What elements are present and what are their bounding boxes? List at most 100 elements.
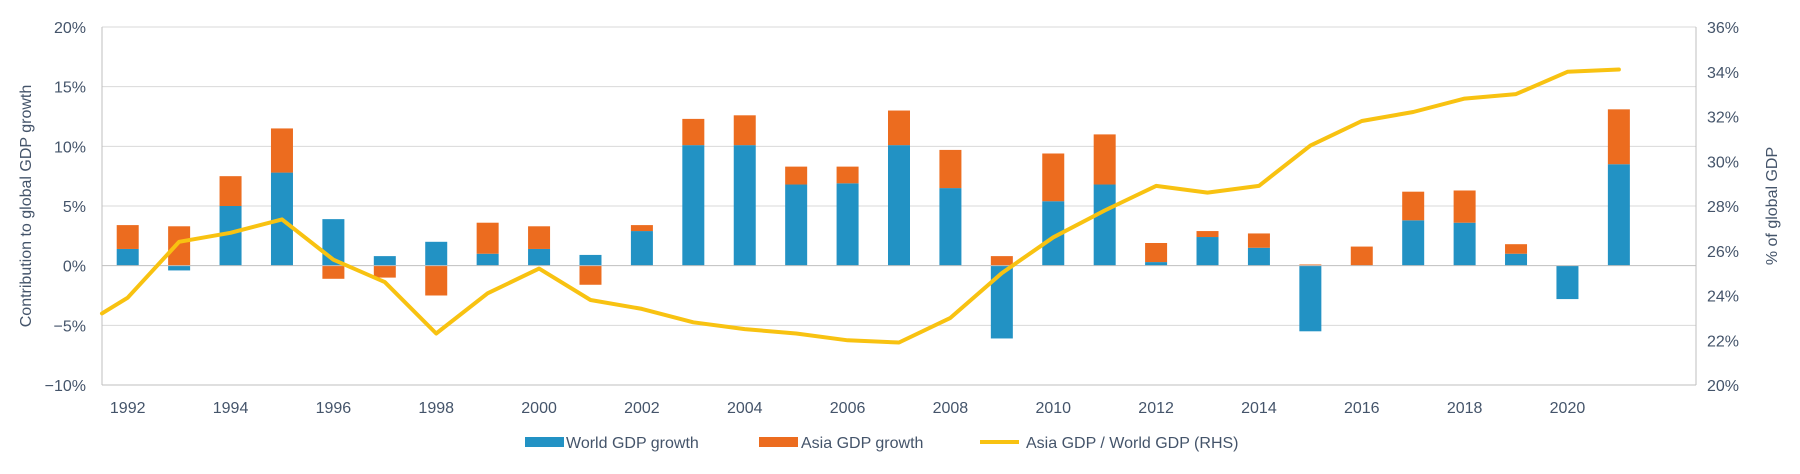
bar-world-2007 <box>888 145 910 266</box>
bar-asia-2018 <box>1453 190 1476 223</box>
bar-world-2021 <box>1607 164 1630 266</box>
y-tick-label: 15% <box>54 80 86 97</box>
bar-asia-1997 <box>373 265 396 278</box>
bar-world-2011 <box>1093 184 1116 266</box>
bar-world-2017 <box>1402 220 1425 266</box>
y2-tick-label: 32% <box>1707 110 1739 127</box>
bar-asia-1994 <box>219 176 242 206</box>
x-tick-label: 2016 <box>1344 400 1380 417</box>
x-tick-label: 2004 <box>727 400 763 417</box>
legend-label-asia-share-line: Asia GDP / World GDP (RHS) <box>1026 435 1239 452</box>
bar-asia-2009 <box>990 256 1013 266</box>
x-tick-label: 2020 <box>1550 400 1586 417</box>
y-tick-label: −5% <box>54 318 86 335</box>
x-tick-label: 1992 <box>110 400 146 417</box>
x-tick-label: 2014 <box>1241 400 1277 417</box>
bar-world-2003 <box>682 145 705 266</box>
bar-asia-2003 <box>682 118 705 146</box>
x-tick-label: 2002 <box>624 400 660 417</box>
bar-asia-2011 <box>1093 134 1116 185</box>
x-tick-label: 2010 <box>1035 400 1071 417</box>
bar-world-2020 <box>1556 265 1579 300</box>
bar-world-2013 <box>1196 237 1219 266</box>
y-tick-label: −10% <box>45 378 86 395</box>
bar-world-2010 <box>1042 201 1065 266</box>
bar-asia-1992 <box>116 225 139 249</box>
bar-world-2002 <box>630 231 653 266</box>
y2-tick-label: 28% <box>1707 199 1739 216</box>
bar-asia-2008 <box>939 149 962 189</box>
bar-world-1993 <box>168 265 191 271</box>
y2-tick-label: 20% <box>1707 378 1739 395</box>
bar-world-2018 <box>1453 222 1476 266</box>
y-axis-title-left: Contribution to global GDP growth <box>18 85 35 328</box>
x-tick-label: 2008 <box>933 400 969 417</box>
bars <box>116 109 1630 339</box>
x-tick-label: 1994 <box>213 400 249 417</box>
y2-tick-label: 30% <box>1707 154 1739 171</box>
y2-tick-label: 22% <box>1707 333 1739 350</box>
bar-asia-1995 <box>270 128 293 173</box>
x-tick-label: 1996 <box>316 400 352 417</box>
bar-asia-2006 <box>836 166 859 184</box>
legend-label-asia-gdp-growth: Asia GDP growth <box>801 435 923 452</box>
bar-world-2012 <box>1145 262 1168 266</box>
bar-asia-2005 <box>785 166 808 185</box>
bar-world-2001 <box>579 254 602 266</box>
x-tick-label: 2000 <box>521 400 557 417</box>
bar-asia-2017 <box>1402 191 1425 221</box>
bar-asia-2013 <box>1196 231 1219 238</box>
bar-world-2014 <box>1247 247 1270 266</box>
bar-asia-2014 <box>1247 233 1270 248</box>
tick-labels: −10% −5% 0% 5% 10% 15% 20% 20% 22% 24% 26% 28% 30% 32… <box>45 20 1739 417</box>
bar-world-1998 <box>425 241 448 266</box>
x-tick-label: 2018 <box>1447 400 1483 417</box>
bar-world-1999 <box>476 253 499 266</box>
y-tick-label: 10% <box>54 139 86 156</box>
bar-world-2000 <box>528 248 551 266</box>
bar-asia-1996 <box>322 265 345 279</box>
x-tick-label: 2006 <box>830 400 866 417</box>
bar-world-2009 <box>990 265 1013 339</box>
bar-asia-1993 <box>168 226 191 266</box>
y2-tick-label: 26% <box>1707 244 1739 261</box>
y2-tick-label: 24% <box>1707 289 1739 306</box>
legend: World GDP growth Asia GDP growth Asia GD… <box>525 435 1239 452</box>
y-tick-label: 20% <box>54 20 86 37</box>
bar-world-1994 <box>219 206 242 266</box>
bar-world-2008 <box>939 188 962 266</box>
bar-asia-2002 <box>630 225 653 232</box>
bar-asia-2007 <box>888 110 910 146</box>
bar-world-2015 <box>1299 265 1322 332</box>
y-tick-label: 5% <box>63 199 86 216</box>
y-tick-label: 0% <box>63 259 86 276</box>
legend-label-world-gdp-growth: World GDP growth <box>566 435 699 452</box>
bar-asia-2001 <box>579 265 602 285</box>
line-asia-share <box>100 67 1621 345</box>
legend-swatch-asia-gdp-growth <box>759 437 798 447</box>
bar-world-1997 <box>373 256 396 266</box>
bar-asia-2012 <box>1145 242 1168 263</box>
bar-asia-2010 <box>1042 153 1065 202</box>
y-axis-title-right: % of global GDP <box>1764 147 1781 265</box>
x-tick-label: 1998 <box>418 400 454 417</box>
x-tick-label: 2012 <box>1138 400 1174 417</box>
bar-world-2005 <box>785 184 808 266</box>
bar-asia-1999 <box>476 222 499 254</box>
bar-world-2004 <box>733 145 756 266</box>
legend-swatch-world-gdp-growth <box>525 437 564 447</box>
bar-asia-2015 <box>1299 264 1322 266</box>
bar-asia-2021 <box>1607 109 1630 165</box>
bar-asia-2016 <box>1350 246 1373 266</box>
bar-asia-2019 <box>1505 244 1528 254</box>
bar-asia-2004 <box>733 115 756 146</box>
ratio-line <box>100 67 1621 345</box>
y2-tick-label: 34% <box>1707 65 1739 82</box>
bar-asia-2000 <box>528 226 551 249</box>
y2-tick-label: 36% <box>1707 20 1739 37</box>
axes <box>101 27 1697 386</box>
bar-world-2019 <box>1505 253 1528 266</box>
bar-world-2006 <box>836 183 859 266</box>
bar-asia-1998 <box>425 265 448 296</box>
